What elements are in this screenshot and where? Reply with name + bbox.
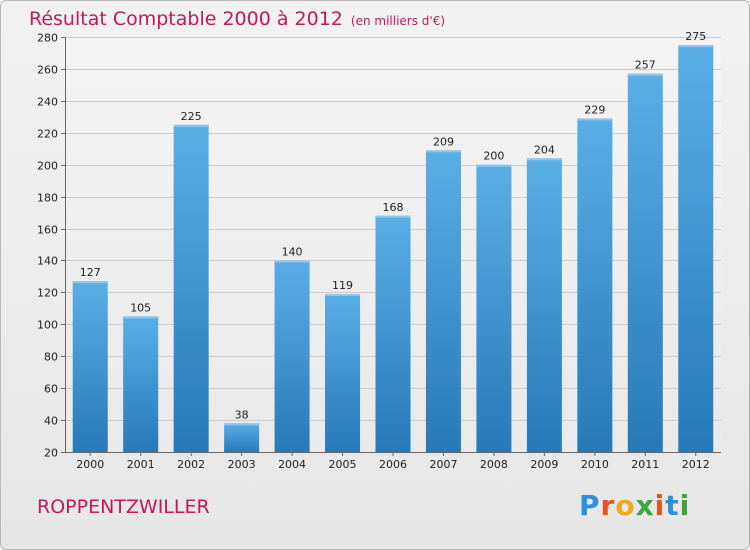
bar-highlight	[224, 423, 260, 426]
bar-2010	[577, 118, 613, 453]
data-label-2009: 204	[534, 143, 555, 156]
axes	[61, 37, 721, 456]
y-tick-label: 60	[44, 383, 58, 396]
y-tick-label: 20	[44, 447, 58, 460]
x-tick-label-2008: 2008	[480, 458, 508, 471]
bar-highlight	[577, 118, 613, 121]
y-tick-label: 100	[37, 319, 58, 332]
x-tick-label-2012: 2012	[682, 458, 710, 471]
bars	[72, 44, 714, 453]
bar-2012	[678, 44, 714, 452]
data-label-2002: 225	[181, 110, 202, 123]
logo-letter: P	[579, 489, 601, 522]
y-tick-label: 260	[37, 64, 58, 77]
y-tick-label: 280	[37, 32, 58, 45]
data-label-2007: 209	[433, 135, 454, 148]
y-tick-label: 240	[37, 96, 58, 109]
y-tick-label: 220	[37, 128, 58, 141]
y-tick-label: 120	[37, 287, 58, 300]
x-tick-label-2004: 2004	[278, 458, 306, 471]
data-label-2010: 229	[584, 103, 605, 116]
y-tick-label: 80	[44, 351, 58, 364]
bar-2000	[72, 281, 108, 452]
x-tick-label-2007: 2007	[429, 458, 457, 471]
bar-2006	[375, 215, 411, 452]
bar-highlight	[375, 215, 411, 218]
data-labels: 127 105 225 38 140 119 168 209 200 204 229 257 275	[80, 30, 707, 421]
bar-2008	[476, 164, 512, 452]
data-label-2006: 168	[383, 201, 404, 214]
chart-subtitle: (en milliers d'€)	[350, 14, 446, 28]
bar-2003	[224, 423, 260, 452]
y-tick-label: 180	[37, 192, 58, 205]
bar-2001	[123, 316, 159, 452]
proxiti-logo: Proxiti	[579, 489, 690, 522]
logo-letter: i	[679, 489, 691, 522]
data-label-2004: 140	[282, 245, 303, 258]
bar-highlight	[325, 293, 361, 296]
bar-highlight	[476, 164, 512, 167]
x-tick-label-2009: 2009	[530, 458, 558, 471]
logo-letter: i	[654, 489, 666, 522]
x-tick-label-2011: 2011	[631, 458, 659, 471]
town-name: ROPPENTZWILLER	[37, 496, 210, 518]
logo-letter: x	[635, 489, 655, 522]
y-tick-label: 40	[44, 415, 58, 428]
bar-highlight	[678, 44, 714, 47]
chart-title-text: Résultat Comptable 2000 à 2012	[29, 8, 343, 30]
bar-highlight	[627, 73, 663, 76]
bar-2009	[526, 158, 562, 453]
y-axis-ticks: 20 40 60 80 100 120 140 160 180 200 220 240 260 280	[37, 32, 58, 460]
logo-letter: r	[600, 489, 616, 522]
data-label-2011: 257	[635, 59, 656, 72]
x-tick-label-2001: 2001	[127, 458, 155, 471]
data-label-2000: 127	[80, 266, 101, 279]
bar-highlight	[123, 316, 159, 319]
x-tick-label-2003: 2003	[228, 458, 256, 471]
bar-2005	[325, 293, 361, 452]
x-axis-ticks: 2000 2001 2002 2003 2004 2005 2006 2007 2008 2009…	[76, 458, 710, 471]
data-label-2003: 38	[235, 408, 249, 421]
x-tick-label-2000: 2000	[76, 458, 104, 471]
logo-letter: t	[665, 489, 680, 522]
bar-2002	[173, 124, 209, 453]
bar-highlight	[274, 260, 310, 263]
bar-highlight	[173, 124, 209, 127]
data-label-2012: 275	[685, 30, 706, 43]
bar-highlight	[526, 158, 562, 161]
bar-2011	[627, 73, 663, 452]
bar-highlight	[425, 150, 461, 153]
data-label-2008: 200	[483, 150, 504, 163]
x-tick-label-2010: 2010	[581, 458, 609, 471]
bar-2007	[425, 150, 461, 453]
chart-title: Résultat Comptable 2000 à 2012 (en millie…	[29, 8, 445, 30]
data-label-2005: 119	[332, 279, 353, 292]
x-tick-label-2005: 2005	[329, 458, 357, 471]
x-tick-label-2002: 2002	[177, 458, 205, 471]
y-tick-label: 160	[37, 224, 58, 237]
y-tick-label: 140	[37, 255, 58, 268]
bar-2004	[274, 260, 310, 452]
logo-letter: o	[615, 489, 636, 522]
y-tick-label: 200	[37, 160, 58, 173]
x-tick-label-2006: 2006	[379, 458, 407, 471]
bar-highlight	[72, 281, 108, 284]
data-label-2001: 105	[130, 301, 151, 314]
